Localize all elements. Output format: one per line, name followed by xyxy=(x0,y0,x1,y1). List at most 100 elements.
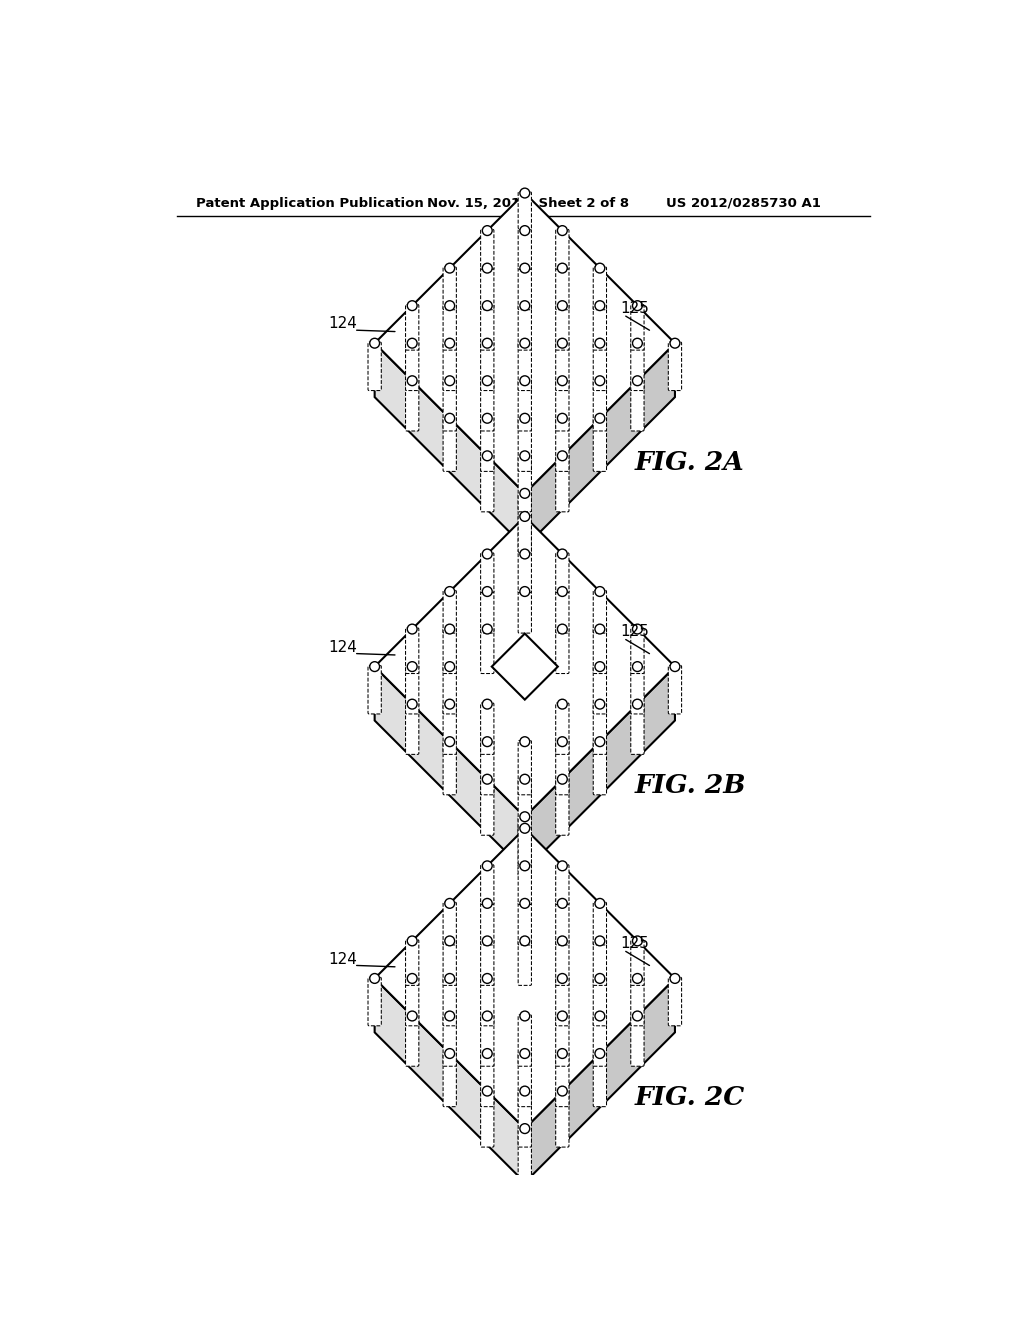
FancyBboxPatch shape xyxy=(518,940,531,985)
FancyBboxPatch shape xyxy=(518,492,531,552)
Circle shape xyxy=(408,661,417,672)
FancyBboxPatch shape xyxy=(443,305,457,350)
FancyBboxPatch shape xyxy=(593,267,606,310)
Circle shape xyxy=(595,974,605,983)
FancyBboxPatch shape xyxy=(443,417,457,471)
Circle shape xyxy=(520,338,529,348)
Circle shape xyxy=(633,974,642,983)
Circle shape xyxy=(633,661,642,672)
FancyBboxPatch shape xyxy=(593,741,606,795)
Circle shape xyxy=(557,549,567,558)
Circle shape xyxy=(520,301,529,310)
Circle shape xyxy=(444,936,455,946)
FancyBboxPatch shape xyxy=(518,553,531,593)
Circle shape xyxy=(595,624,605,634)
FancyBboxPatch shape xyxy=(443,1015,457,1067)
Circle shape xyxy=(520,812,529,821)
Circle shape xyxy=(408,700,417,709)
FancyBboxPatch shape xyxy=(480,1090,494,1147)
Circle shape xyxy=(520,189,529,198)
Text: US 2012/0285730 A1: US 2012/0285730 A1 xyxy=(666,197,820,210)
FancyBboxPatch shape xyxy=(518,903,531,945)
Polygon shape xyxy=(375,193,675,494)
FancyBboxPatch shape xyxy=(480,553,494,593)
FancyBboxPatch shape xyxy=(406,665,419,714)
Circle shape xyxy=(482,226,493,235)
FancyBboxPatch shape xyxy=(593,590,606,634)
FancyBboxPatch shape xyxy=(480,940,494,985)
FancyBboxPatch shape xyxy=(669,342,682,391)
FancyBboxPatch shape xyxy=(368,342,381,391)
Text: Nov. 15, 2012  Sheet 2 of 8: Nov. 15, 2012 Sheet 2 of 8 xyxy=(427,197,629,210)
Circle shape xyxy=(482,338,493,348)
FancyBboxPatch shape xyxy=(480,305,494,350)
FancyBboxPatch shape xyxy=(518,342,531,391)
FancyBboxPatch shape xyxy=(480,230,494,269)
Circle shape xyxy=(520,226,529,235)
FancyBboxPatch shape xyxy=(593,305,606,350)
Circle shape xyxy=(482,413,493,424)
Circle shape xyxy=(557,413,567,424)
FancyBboxPatch shape xyxy=(556,1090,569,1147)
FancyBboxPatch shape xyxy=(593,380,606,430)
Text: 124: 124 xyxy=(328,317,356,331)
FancyBboxPatch shape xyxy=(518,590,531,634)
Circle shape xyxy=(482,263,493,273)
Circle shape xyxy=(557,775,567,784)
Circle shape xyxy=(408,1011,417,1020)
Circle shape xyxy=(520,936,529,946)
Polygon shape xyxy=(524,667,675,871)
Circle shape xyxy=(408,974,417,983)
Circle shape xyxy=(482,1011,493,1020)
Circle shape xyxy=(444,624,455,634)
FancyBboxPatch shape xyxy=(518,741,531,795)
Circle shape xyxy=(595,376,605,385)
Circle shape xyxy=(482,549,493,558)
Circle shape xyxy=(557,376,567,385)
FancyBboxPatch shape xyxy=(480,1052,494,1106)
FancyBboxPatch shape xyxy=(443,704,457,755)
FancyBboxPatch shape xyxy=(443,1052,457,1106)
FancyBboxPatch shape xyxy=(518,816,531,875)
FancyBboxPatch shape xyxy=(480,1015,494,1067)
Circle shape xyxy=(633,624,642,634)
Circle shape xyxy=(633,700,642,709)
Circle shape xyxy=(557,263,567,273)
Circle shape xyxy=(444,586,455,597)
Circle shape xyxy=(557,899,567,908)
Circle shape xyxy=(520,775,529,784)
Circle shape xyxy=(444,737,455,747)
FancyBboxPatch shape xyxy=(593,704,606,755)
Circle shape xyxy=(595,737,605,747)
FancyBboxPatch shape xyxy=(556,417,569,471)
Circle shape xyxy=(520,512,529,521)
FancyBboxPatch shape xyxy=(631,977,644,1026)
Circle shape xyxy=(595,1048,605,1059)
Circle shape xyxy=(444,263,455,273)
Circle shape xyxy=(482,936,493,946)
Circle shape xyxy=(482,974,493,983)
FancyBboxPatch shape xyxy=(406,1015,419,1067)
FancyBboxPatch shape xyxy=(443,903,457,945)
Polygon shape xyxy=(375,978,524,1183)
Circle shape xyxy=(444,338,455,348)
Circle shape xyxy=(557,451,567,461)
Circle shape xyxy=(670,338,680,348)
Circle shape xyxy=(557,1011,567,1020)
FancyBboxPatch shape xyxy=(518,828,531,865)
Circle shape xyxy=(520,488,529,498)
Circle shape xyxy=(520,413,529,424)
Circle shape xyxy=(595,661,605,672)
Circle shape xyxy=(444,899,455,908)
Circle shape xyxy=(482,737,493,747)
FancyBboxPatch shape xyxy=(518,1090,531,1147)
FancyBboxPatch shape xyxy=(518,1127,531,1188)
FancyBboxPatch shape xyxy=(593,342,606,391)
Circle shape xyxy=(670,661,680,672)
FancyBboxPatch shape xyxy=(368,665,381,714)
FancyBboxPatch shape xyxy=(669,977,682,1026)
Circle shape xyxy=(444,1048,455,1059)
Circle shape xyxy=(520,861,529,871)
Circle shape xyxy=(595,700,605,709)
Circle shape xyxy=(482,586,493,597)
